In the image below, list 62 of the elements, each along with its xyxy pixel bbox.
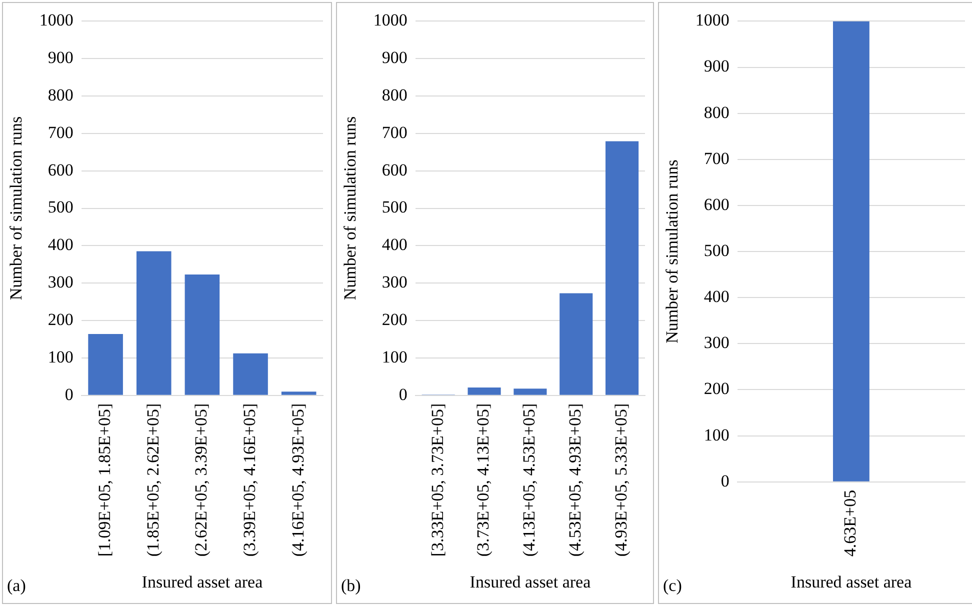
y-tick-label: 800 <box>382 85 408 104</box>
text: (b) <box>341 576 361 595</box>
bar <box>184 274 220 395</box>
y-tick-label: 500 <box>48 198 74 217</box>
y-tick-label: 0 <box>398 384 408 404</box>
y-tick-label: 900 <box>48 48 74 68</box>
x-axis-title: Insured asset area <box>142 572 264 592</box>
y-tick-label: 200 <box>48 310 74 329</box>
x-tick-label: (4.16E+05, 4.93E+05] <box>288 403 308 557</box>
bar <box>468 387 501 395</box>
bar <box>88 334 123 395</box>
y-tick-label: 400 <box>382 235 408 254</box>
y-tick-label: 300 <box>382 272 408 292</box>
y-tick-label: 300 <box>704 333 730 352</box>
bar <box>233 353 268 395</box>
y-tick-label: 600 <box>704 194 730 214</box>
y-tick-label: 0 <box>720 471 730 490</box>
y-tick-label: 1000 <box>373 10 408 30</box>
y-axis-title: Number of simulation runs <box>340 116 360 300</box>
y-tick-label: 600 <box>382 160 408 180</box>
bar <box>136 251 172 395</box>
bar <box>514 388 547 395</box>
y-tick-label: 100 <box>48 347 74 366</box>
y-tick-label: 700 <box>48 122 74 142</box>
y-tick-label: 0 <box>64 384 74 404</box>
y-tick-label: 500 <box>382 198 408 217</box>
x-tick-label: (1.85E+05, 2.62E+05] <box>143 403 162 557</box>
bar <box>281 392 316 395</box>
y-tick-label: 900 <box>704 56 730 76</box>
x-tick-label: (3.39E+05, 4.16E+05] <box>240 403 259 557</box>
x-tick-label: (4.53E+05, 4.93E+05] <box>566 403 585 557</box>
x-axis-title: Insured asset area <box>470 572 592 592</box>
x-tick-label: (4.93E+05, 5.33E+05] <box>612 403 631 557</box>
y-tick-label: 100 <box>704 425 730 444</box>
bar <box>606 141 639 395</box>
y-tick-label: 800 <box>48 85 74 104</box>
bar <box>560 293 593 395</box>
y-tick-label: 700 <box>382 122 408 142</box>
y-tick-label: 900 <box>382 48 408 68</box>
y-tick-label: 200 <box>704 379 730 398</box>
text: (c) <box>663 576 682 595</box>
y-tick-label: 400 <box>48 235 74 254</box>
y-tick-label: 400 <box>704 287 730 306</box>
x-tick-label: (2.62E+05, 3.39E+05] <box>192 403 211 557</box>
y-tick-label: 800 <box>704 102 730 122</box>
y-axis-title: Number of simulation runs <box>662 160 682 344</box>
x-tick-label: (4.13E+05, 4.53E+05] <box>520 403 539 557</box>
x-tick-label: [3.33E+05, 3.73E+05] <box>428 403 447 557</box>
y-tick-label: 100 <box>382 347 408 366</box>
x-tick-label: [1.09E+05, 1.85E+05] <box>95 403 114 557</box>
y-tick-label: 300 <box>48 272 74 292</box>
text: (a) <box>7 576 26 595</box>
y-tick-label: 700 <box>704 148 730 168</box>
y-axis-title: Number of simulation runs <box>6 116 26 300</box>
x-tick-label: (3.73E+05, 4.13E+05] <box>474 403 493 557</box>
y-tick-label: 1000 <box>39 10 74 30</box>
x-axis-title: Insured asset area <box>790 572 912 592</box>
x-tick-label: 4.63E+05 <box>840 490 860 557</box>
y-tick-label: 200 <box>382 310 408 329</box>
y-tick-label: 1000 <box>695 10 730 30</box>
y-tick-label: 500 <box>704 241 730 260</box>
y-tick-label: 600 <box>48 160 74 180</box>
